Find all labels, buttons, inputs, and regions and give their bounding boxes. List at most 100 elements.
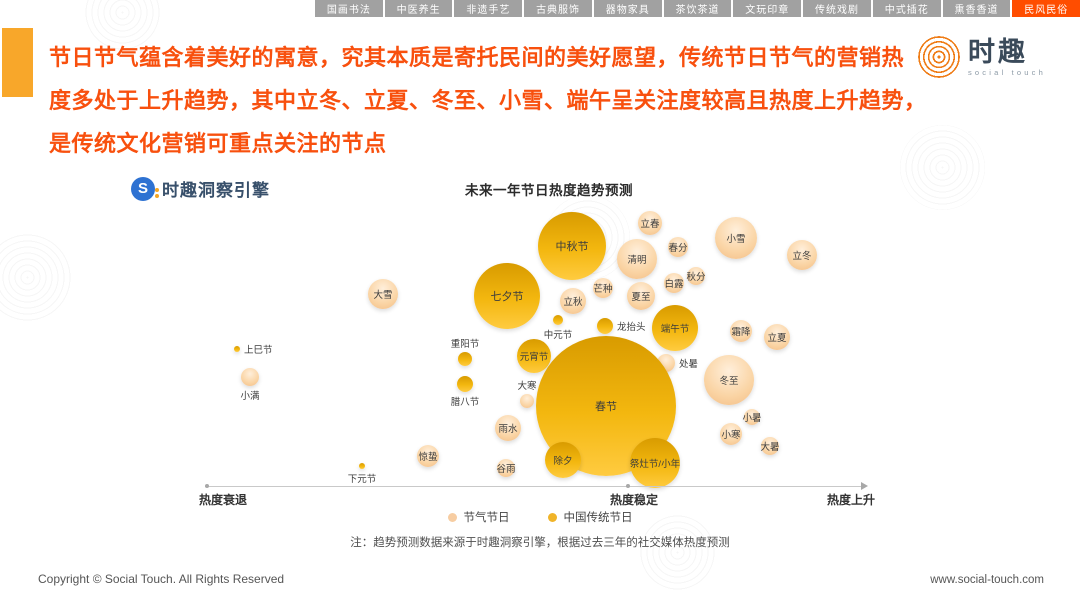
bubble-祭灶节/小年: 祭灶节/小年 xyxy=(630,438,680,488)
bubble-霜降: 霜降 xyxy=(730,320,752,342)
axis-label-decline: 热度衰退 xyxy=(199,493,248,507)
bubble-大暑: 大暑 xyxy=(760,437,780,455)
chart-note: 注：趋势预测数据来源于时趣洞察引擎，根据过去三年的社交媒体热度预测 xyxy=(350,537,730,549)
bubble-秋分: 秋分 xyxy=(686,267,706,285)
solar-term-dot xyxy=(447,512,457,522)
footer-copyright: Copyright © Social Touch. All Rights Res… xyxy=(38,572,285,586)
bubble-立夏: 立夏 xyxy=(764,324,790,350)
bubble-label: 处暑 xyxy=(679,359,699,370)
nav-tab-非遗手艺[interactable]: 非遗手艺 xyxy=(454,0,523,17)
accent-block xyxy=(2,28,33,97)
bubble-label: 下元节 xyxy=(347,474,377,485)
axis-label-rising: 热度上升 xyxy=(826,493,876,507)
insight-engine-icon xyxy=(131,176,159,201)
bubble-label: 雨水 xyxy=(498,424,518,435)
bubble-label: 霜降 xyxy=(731,327,751,338)
bubble-春节: 春节 xyxy=(536,336,676,476)
bubble-夏至: 夏至 xyxy=(627,282,655,310)
bubble-白露: 白露 xyxy=(664,273,684,293)
bubble-小满: 小满 xyxy=(240,368,260,402)
bubble-中秋节: 中秋节 xyxy=(538,212,606,280)
nav-tab-熏香香道[interactable]: 熏香香道 xyxy=(942,0,1011,17)
brand-logo: 时趣 social touch xyxy=(917,36,1046,78)
bubble-除夕: 除夕 xyxy=(545,442,581,478)
nav-tab-茶饮茶道[interactable]: 茶饮茶道 xyxy=(663,0,732,17)
brand-subtitle: social touch xyxy=(967,67,1046,77)
axis-label-stable: 热度稳定 xyxy=(609,493,659,507)
bubble-label: 立秋 xyxy=(563,297,583,308)
bubble-label: 七夕节 xyxy=(490,291,524,303)
traditional-festival-dot xyxy=(547,512,557,522)
axis-arrow-icon xyxy=(861,482,868,490)
bubble-label: 白露 xyxy=(664,279,684,290)
bubble-label: 中秋节 xyxy=(555,241,589,253)
legend-item: 节气节日 xyxy=(447,509,510,525)
bubble-腊八节: 腊八节 xyxy=(451,376,479,408)
bubble-label: 芒种 xyxy=(593,284,613,295)
bubble-label: 清明 xyxy=(627,255,647,266)
bubble-清明: 清明 xyxy=(617,239,657,279)
nav-tab-民风民俗[interactable]: 民风民俗 xyxy=(1012,0,1080,17)
bubble-label: 惊蛰 xyxy=(418,452,438,463)
bubble-label: 立夏 xyxy=(767,333,787,344)
axis-tick-dot xyxy=(626,484,630,488)
bubble-label: 大暑 xyxy=(760,442,780,453)
bubble-小暑: 小暑 xyxy=(742,409,762,425)
bubble-label: 龙抬头 xyxy=(617,322,646,333)
legend-item: 中国传统节日 xyxy=(547,509,633,525)
x-axis-line xyxy=(205,486,862,487)
bubble-label: 除夕 xyxy=(553,456,573,467)
bubble-label: 春节 xyxy=(595,401,617,413)
bubble-冬至: 冬至 xyxy=(704,355,754,405)
bubble-大雪: 大雪 xyxy=(368,279,398,309)
watermark-rings xyxy=(0,230,75,325)
bubble-label: 腊八节 xyxy=(450,397,480,408)
page-title: 节日节气蕴含着美好的寓意，究其本质是寄托民间的美好愿望，传统节日节气的营销热 度… xyxy=(49,36,949,165)
nav-tab-文玩印章[interactable]: 文玩印章 xyxy=(733,0,802,17)
bubble-label: 小寒 xyxy=(721,430,741,441)
watermark-rings xyxy=(640,515,715,590)
watermark-rings xyxy=(545,195,630,280)
bubble-label: 祭灶节/小年 xyxy=(629,459,681,470)
bubble-label: 立春 xyxy=(640,219,660,230)
bubble-小雪: 小雪 xyxy=(715,217,757,259)
nav-tab-器物家具[interactable]: 器物家具 xyxy=(593,0,662,17)
bubble-label: 夏至 xyxy=(631,292,651,303)
nav-tab-中医养生[interactable]: 中医养生 xyxy=(384,0,453,17)
bubble-立春: 立春 xyxy=(638,211,662,235)
nav-tab-国画书法[interactable]: 国画书法 xyxy=(315,0,383,17)
bubble-处暑: 处暑 xyxy=(657,354,698,372)
bubble-label: 重阳节 xyxy=(450,339,480,350)
bubble-龙抬头: 龙抬头 xyxy=(597,318,646,334)
legend-label: 节气节日 xyxy=(463,512,510,524)
bubble-label: 春分 xyxy=(668,243,688,254)
top-nav: 国画书法 中医养生 非遗手艺 古典服饰 器物家具 茶饮茶道 文玩印章 传统戏剧 中式插花 熏香香道… xyxy=(315,0,1080,17)
bubble-中元节: 中元节 xyxy=(544,315,572,341)
nav-tab-古典服饰[interactable]: 古典服饰 xyxy=(524,0,592,17)
bubble-label: 大雪 xyxy=(373,290,393,301)
headline-line-2: 度多处于上升趋势，其中立冬、立夏、冬至、小雪、端午呈关注度较高且热度上升趋势， xyxy=(49,88,927,113)
insight-engine-logo: 时趣洞察引擎 xyxy=(131,176,270,201)
bubble-惊蛰: 惊蛰 xyxy=(417,445,439,467)
bubble-label: 冬至 xyxy=(719,376,739,387)
bubble-label: 上巳节 xyxy=(244,345,273,356)
headline-line-1: 节日节气蕴含着美好的寓意，究其本质是寄托民间的美好愿望，传统节日节气的营销热 xyxy=(49,45,905,70)
bubble-大寒: 大寒 xyxy=(517,381,537,408)
bubble-label: 大寒 xyxy=(517,381,537,392)
bubble-上巳节: 上巳节 xyxy=(234,345,273,356)
brand-name: 时趣 xyxy=(967,36,1028,67)
bubble-下元节: 下元节 xyxy=(348,463,376,485)
nav-tab-中式插花[interactable]: 中式插花 xyxy=(872,0,941,17)
bubble-label: 中元节 xyxy=(543,330,573,341)
chart-legend: 节气节日 中国传统节日 xyxy=(0,509,1080,525)
nav-tab-传统戏剧[interactable]: 传统戏剧 xyxy=(803,0,871,17)
bubble-label: 小满 xyxy=(240,391,260,402)
bubble-label: 小暑 xyxy=(742,413,762,424)
bubble-label: 谷雨 xyxy=(496,464,516,475)
chart-title: 未来一年节日热度趋势预测 xyxy=(465,183,633,198)
bubble-立冬: 立冬 xyxy=(787,240,817,270)
footer-website-link[interactable]: www.social-touch.com xyxy=(930,574,1044,586)
bubble-元宵节: 元宵节 xyxy=(517,339,551,373)
bubble-label: 元宵节 xyxy=(519,352,549,363)
